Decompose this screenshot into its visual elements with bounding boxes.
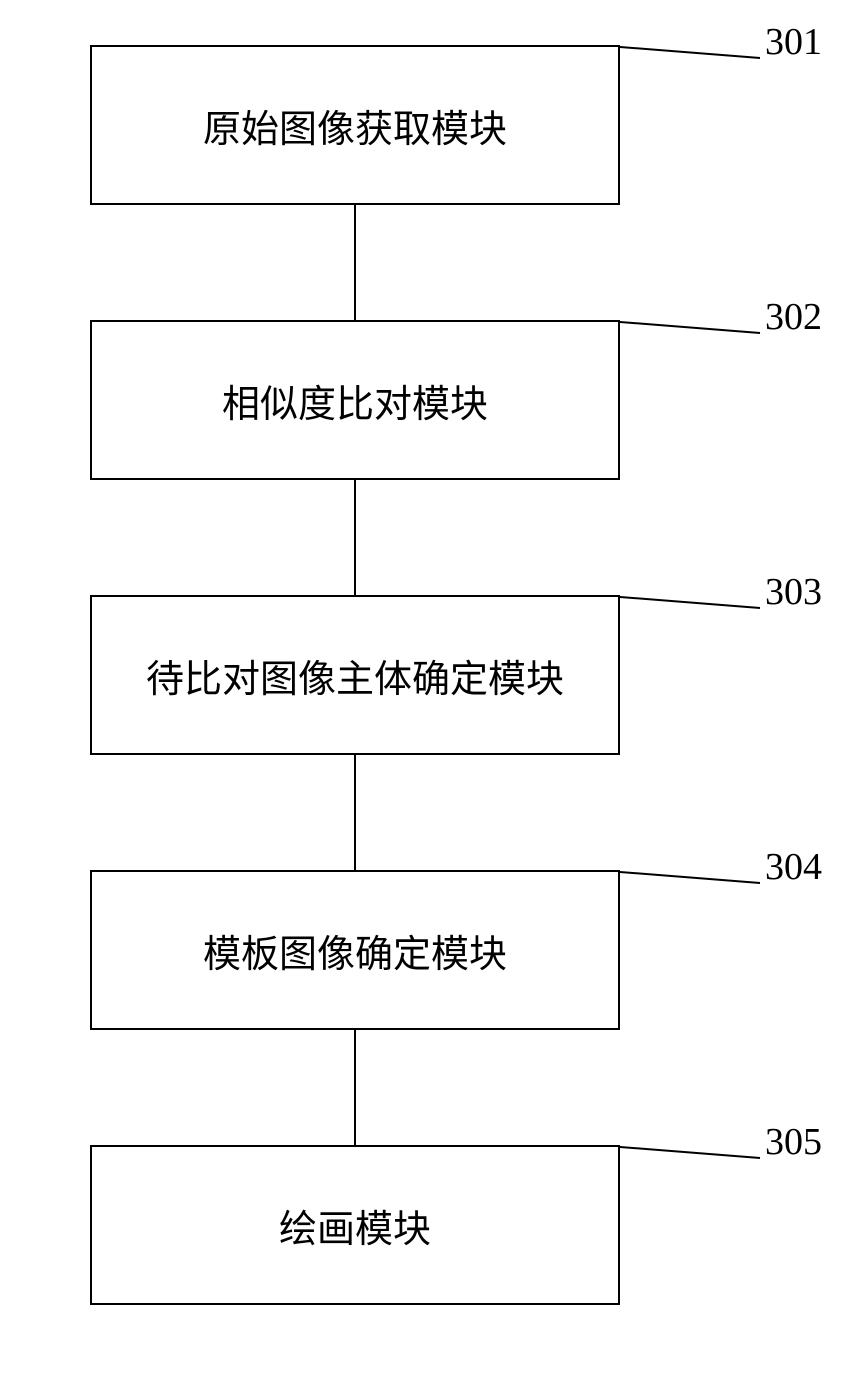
flow-node-n2: 相似度比对模块 [90,320,620,480]
flow-node-ref-n4: 304 [765,845,822,889]
flow-node-n1: 原始图像获取模块 [90,45,620,205]
leader-line-n5 [620,1147,760,1158]
flow-node-ref-n3: 303 [765,570,822,614]
flow-node-text: 待比对图像主体确定模块 [146,648,564,703]
flow-node-n5: 绘画模块 [90,1145,620,1305]
flow-node-text: 模板图像确定模块 [203,923,507,978]
flow-node-ref-n5: 305 [765,1120,822,1164]
leader-line-n1 [620,47,760,58]
leader-line-n3 [620,597,760,608]
flow-node-ref-n2: 302 [765,295,822,339]
leader-line-n4 [620,872,760,883]
flow-node-text: 原始图像获取模块 [203,98,507,153]
flow-node-n4: 模板图像确定模块 [90,870,620,1030]
leader-line-n2 [620,322,760,333]
flow-node-n3: 待比对图像主体确定模块 [90,595,620,755]
flow-node-ref-n1: 301 [765,20,822,64]
flow-node-text: 绘画模块 [279,1198,431,1253]
flow-node-text: 相似度比对模块 [222,373,488,428]
flowchart-canvas: 原始图像获取模块 301 相似度比对模块 302 待比对图像主体确定模块 303 模板图像确… [0,0,856,1382]
